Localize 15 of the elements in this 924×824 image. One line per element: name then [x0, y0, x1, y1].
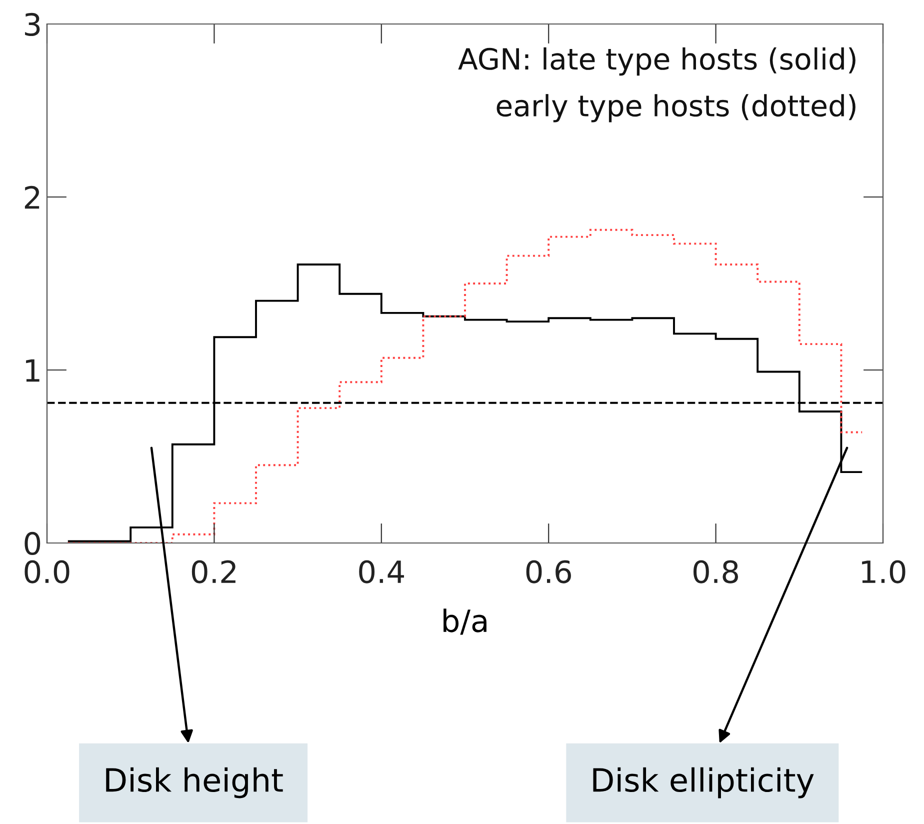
- y-tick-label: 0: [24, 532, 40, 556]
- x-axis-title: b/a: [444, 608, 486, 635]
- y-tick-label: 1: [26, 359, 40, 382]
- y-tick-label: 2: [24, 186, 40, 209]
- y-tick-label: 3: [25, 12, 40, 36]
- x-tick-label: 0.2: [192, 560, 236, 584]
- text: Disk height: [106, 767, 283, 798]
- x-tick-label: 1.0: [862, 560, 906, 584]
- text: Disk ellipticity: [593, 767, 814, 798]
- x-tick-label: 0.8: [694, 560, 738, 584]
- x-tick-label: 0.6: [526, 560, 571, 584]
- annotation: AGN: late type hosts (solid): [458, 47, 856, 76]
- x-tick-label: 0.4: [359, 560, 404, 584]
- annotation: early type hosts (dotted): [496, 94, 856, 122]
- x-tick-label: 0.0: [24, 560, 70, 584]
